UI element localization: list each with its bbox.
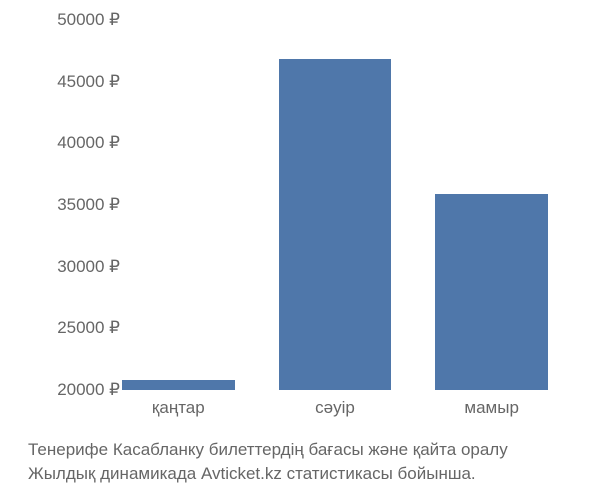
caption-line1: Тенерифе Касабланку билеттердің бағасы ж… <box>28 440 508 459</box>
y-tick-label: 40000 ₽ <box>57 133 120 153</box>
bar <box>279 59 392 390</box>
y-tick-label: 50000 ₽ <box>57 10 120 30</box>
x-tick-label: мамыр <box>464 398 519 418</box>
x-tick-label: сәуір <box>315 398 355 418</box>
price-chart: 20000 ₽ 25000 ₽ 30000 ₽ 35000 ₽ 40000 ₽ 45000… <box>0 0 600 500</box>
x-tick-label: қаңтар <box>152 398 205 418</box>
plot-area <box>100 20 570 390</box>
y-tick-label: 20000 ₽ <box>57 380 120 400</box>
bar <box>122 380 235 390</box>
chart-caption: Тенерифе Касабланку билеттердің бағасы ж… <box>28 438 508 486</box>
bars-container <box>100 20 570 390</box>
y-tick-label: 35000 ₽ <box>57 195 120 215</box>
y-tick-label: 45000 ₽ <box>57 72 120 92</box>
caption-line2: Жылдық динамикада Avticket.kz статистика… <box>28 464 476 483</box>
y-tick-label: 25000 ₽ <box>57 318 120 338</box>
y-tick-label: 30000 ₽ <box>57 257 120 277</box>
bar <box>435 194 548 390</box>
